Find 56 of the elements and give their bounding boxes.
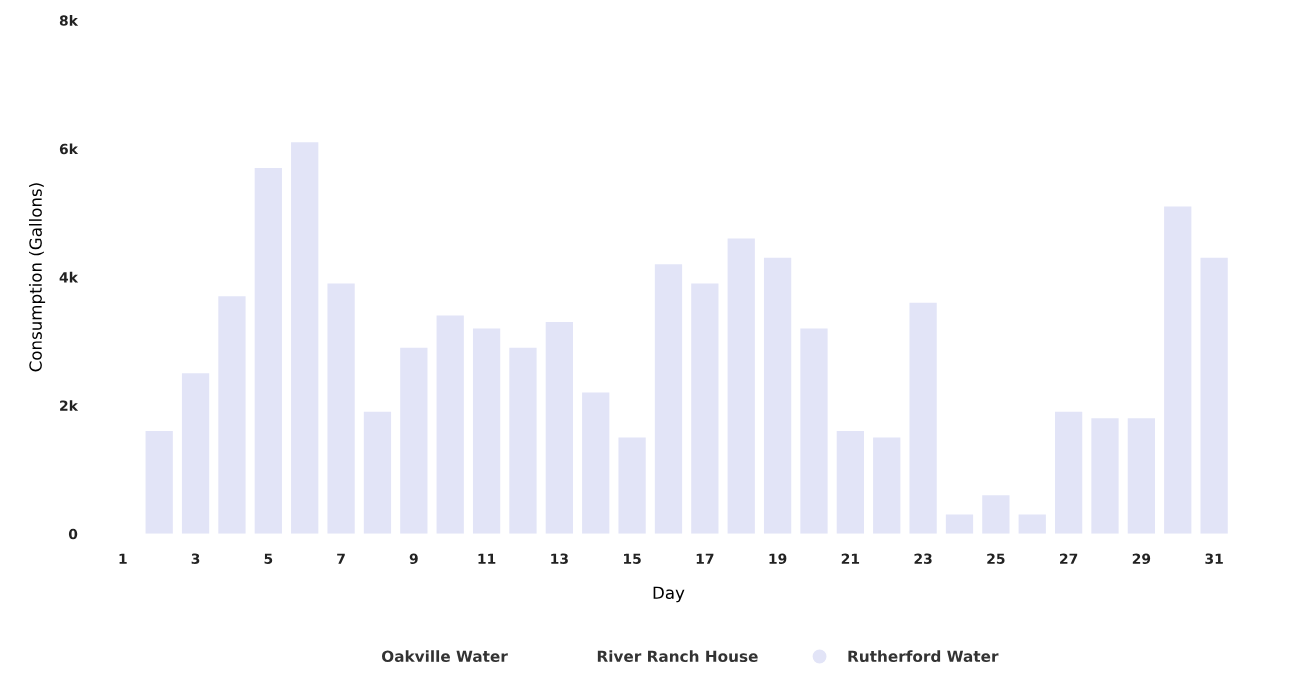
bar: [618, 437, 646, 534]
bar: [1127, 418, 1156, 534]
x-tick-label: 3: [191, 553, 200, 564]
x-tick-label: 13: [551, 553, 568, 564]
bar: [472, 328, 501, 534]
x-tick-label: 21: [841, 553, 860, 564]
x-tick-label: 31: [1205, 553, 1223, 564]
x-tick-label: 5: [264, 553, 273, 564]
bar: [873, 437, 901, 534]
bar: [691, 283, 719, 534]
bar: [509, 347, 537, 534]
x-tick-label: 29: [1132, 553, 1151, 564]
bar: [763, 257, 792, 534]
bar: [291, 142, 319, 534]
bar: [436, 315, 464, 534]
bar: [654, 264, 683, 534]
x-tick-label: 15: [624, 553, 641, 564]
y-axis-title: Consumption (Gallons): [28, 183, 46, 372]
bar: [982, 495, 1010, 534]
y-tick-label: 0: [68, 528, 78, 540]
bar: [145, 431, 173, 534]
bar: [181, 373, 210, 534]
bar: [545, 322, 573, 534]
bar: [945, 514, 974, 534]
x-tick-label: 11: [478, 553, 496, 564]
y-tick-label: 6k: [59, 143, 79, 155]
bar: [582, 392, 610, 534]
x-tick-label: 25: [987, 553, 1005, 564]
x-tick-label: 19: [769, 553, 787, 564]
bar: [254, 168, 282, 534]
bar: [909, 302, 937, 534]
y-tick-label: 8k: [59, 15, 79, 26]
bar: [327, 283, 355, 534]
bar: [1200, 257, 1228, 534]
x-tick-label: 27: [1060, 553, 1078, 564]
x-tick-label: 9: [409, 553, 418, 564]
bar: [1018, 514, 1046, 534]
y-tick-label: 4k: [59, 271, 79, 283]
x-tick-label: 17: [696, 553, 714, 564]
bar: [1091, 418, 1119, 534]
bar: [1054, 411, 1083, 534]
legend-label: Rutherford Water: [848, 650, 999, 663]
bar: [836, 431, 864, 534]
bar: [800, 328, 828, 534]
bar: [727, 238, 755, 534]
x-tick-label: 7: [337, 553, 345, 564]
bar: [400, 347, 428, 534]
text: River Ranch House: [597, 650, 758, 663]
bar: [363, 411, 392, 534]
x-tick-label: 1: [119, 553, 127, 564]
text: Oakville Water: [381, 650, 508, 663]
bar: [218, 296, 246, 534]
x-tick-label: 23: [914, 553, 932, 564]
bar: [1164, 206, 1192, 534]
x-axis-title: Day: [653, 586, 685, 603]
y-tick-label: 2k: [60, 400, 79, 411]
